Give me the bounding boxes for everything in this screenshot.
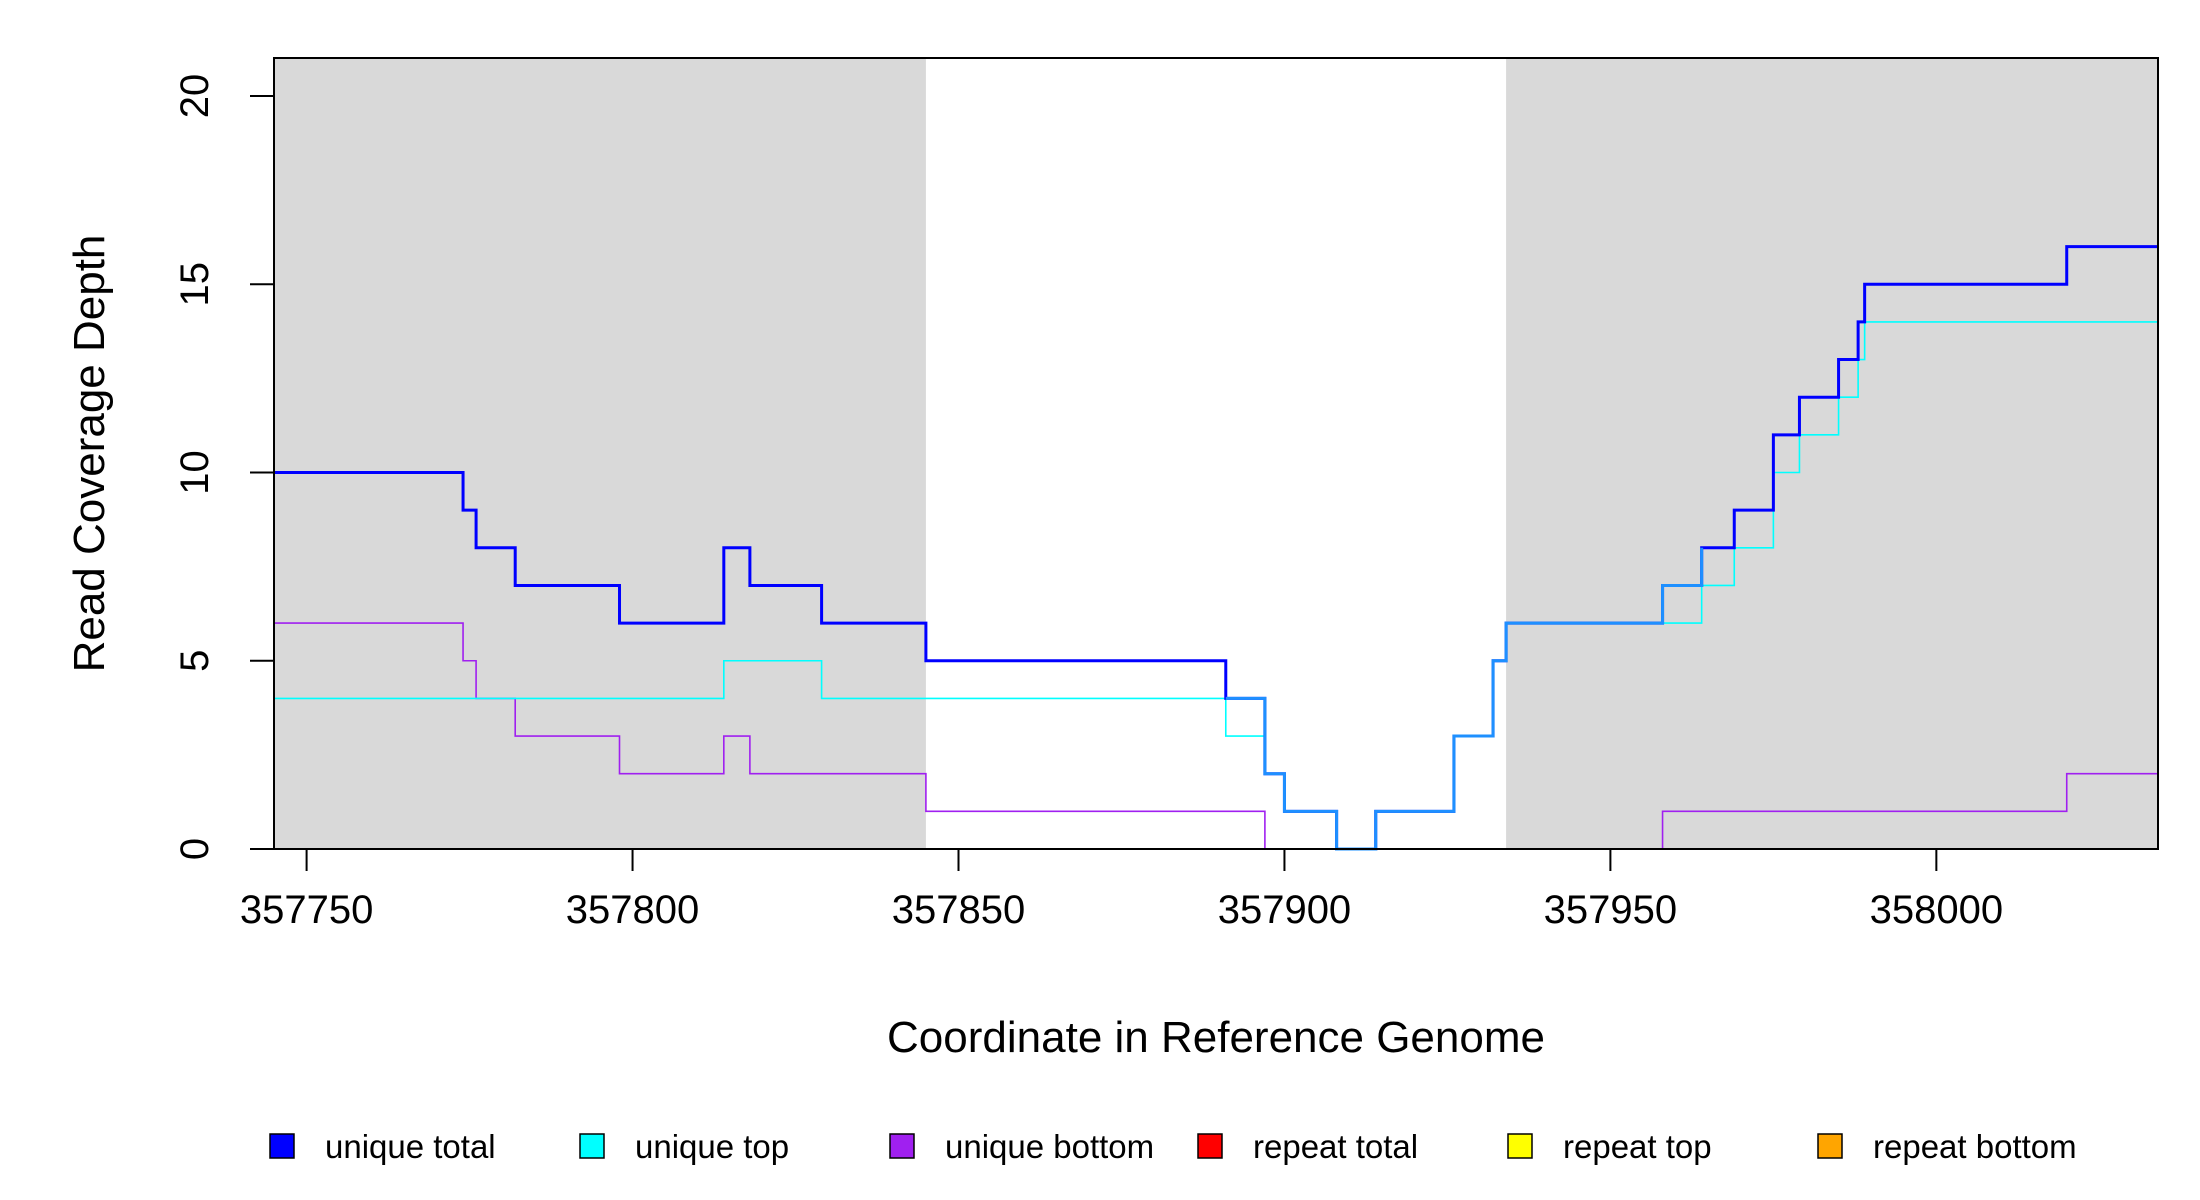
legend-swatch-unique-top <box>579 1133 605 1159</box>
legend-label-unique-top: unique top <box>635 1128 789 1165</box>
x-tick-label-357800: 357800 <box>566 888 699 932</box>
y-tick-label-10: 10 <box>173 450 217 495</box>
x-axis: 357750 357800 357850 357900 357950 358000 <box>240 848 2003 932</box>
legend-swatch-repeat-bottom <box>1817 1133 1843 1159</box>
legend-label-repeat-total: repeat total <box>1253 1128 1418 1165</box>
series-overlap-line <box>1225 547 1704 851</box>
x-axis-title: Coordinate in Reference Genome <box>887 1013 1545 1062</box>
legend: unique total unique top unique bottom repea… <box>269 1128 2077 1165</box>
series-line-unique-bottom <box>274 622 2158 850</box>
legend-label-unique-bottom: unique bottom <box>945 1128 1154 1165</box>
x-tick-label-357850: 357850 <box>892 888 1025 932</box>
shaded-region-1 <box>274 58 926 849</box>
legend-swatch-repeat-top <box>1507 1133 1533 1159</box>
y-tick-label-5: 5 <box>173 650 217 672</box>
legend-label-repeat-top: repeat top <box>1563 1128 1712 1165</box>
x-tick-label-357900: 357900 <box>1218 888 1351 932</box>
legend-label-repeat-bottom: repeat bottom <box>1873 1128 2077 1165</box>
y-tick-label-15: 15 <box>173 262 217 307</box>
shaded-regions <box>274 58 2158 849</box>
y-axis: 0 5 10 15 20 <box>173 74 275 860</box>
shaded-region-2 <box>1506 58 2158 849</box>
legend-swatch-repeat-total <box>1197 1133 1223 1159</box>
legend-swatch-unique-total <box>269 1133 295 1159</box>
x-tick-label-358000: 358000 <box>1870 888 2003 932</box>
x-tick-label-357950: 357950 <box>1544 888 1677 932</box>
legend-swatch-unique-bottom <box>889 1133 915 1159</box>
y-tick-label-20: 20 <box>173 74 217 119</box>
y-axis-title: Read Coverage Depth <box>65 235 114 673</box>
x-tick-label-357750: 357750 <box>240 888 373 932</box>
y-tick-label-0: 0 <box>173 838 217 860</box>
legend-label-unique-total: unique total <box>325 1128 496 1165</box>
